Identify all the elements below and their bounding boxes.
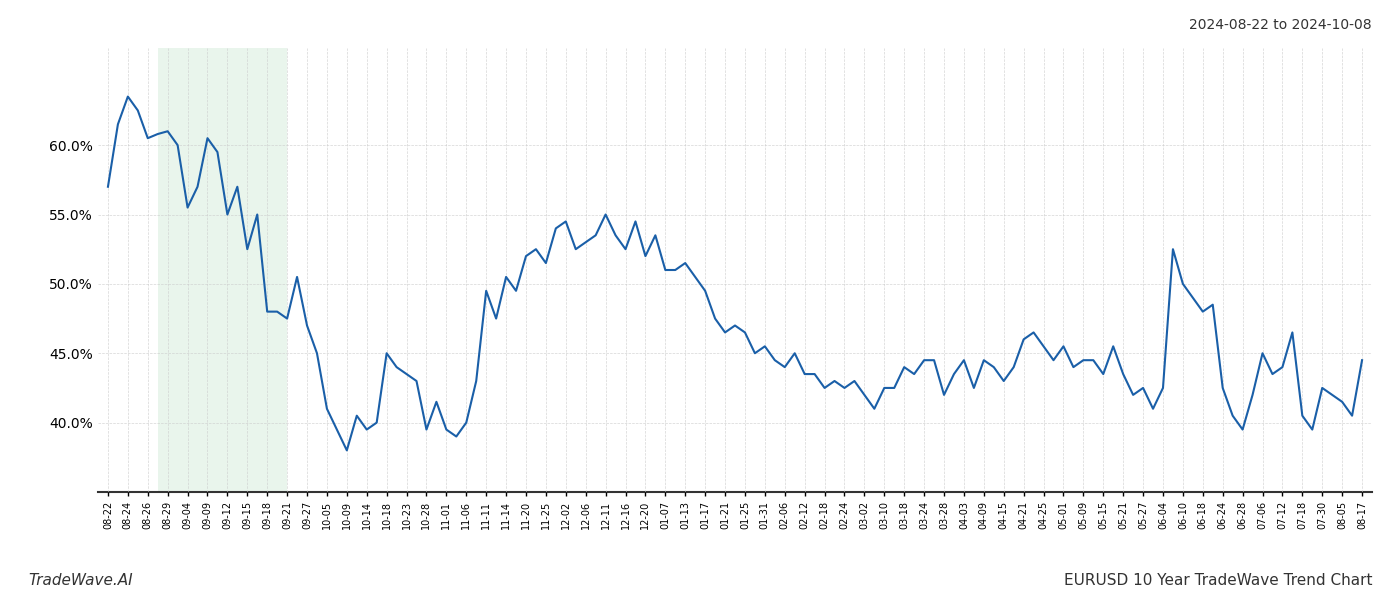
Text: TradeWave.AI: TradeWave.AI (28, 573, 133, 588)
Bar (158, 48, 287, 492)
Text: EURUSD 10 Year TradeWave Trend Chart: EURUSD 10 Year TradeWave Trend Chart (1064, 573, 1372, 588)
Text: 2024-08-22 to 2024-10-08: 2024-08-22 to 2024-10-08 (1190, 18, 1372, 32)
